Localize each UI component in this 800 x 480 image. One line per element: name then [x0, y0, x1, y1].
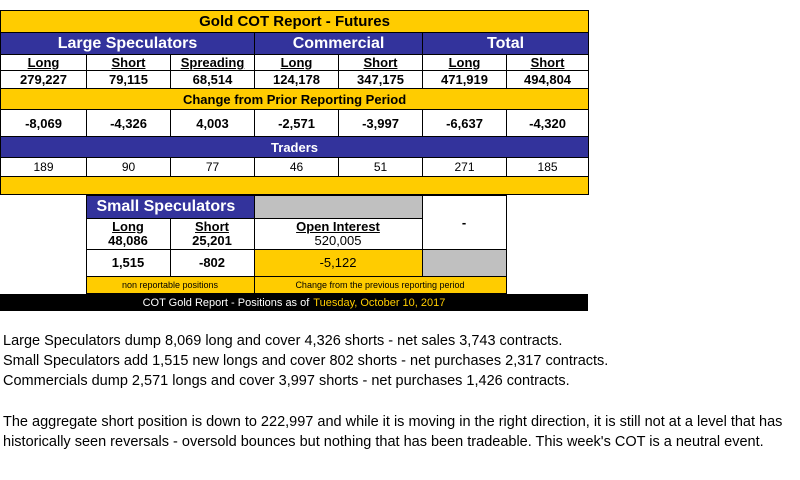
small-speculators-title: Small Speculators [85, 195, 255, 219]
group-total: Total [421, 32, 590, 55]
change-value: 4,003 [170, 109, 255, 137]
small-short-change: -802 [169, 249, 255, 277]
traders-value: 189 [0, 157, 87, 177]
group-commercial: Commercial [254, 32, 423, 55]
yellow-spacer-bar [0, 176, 590, 195]
commentary-line: Small Speculators add 1,515 new longs an… [3, 353, 609, 369]
small-short-value: 25,201 [192, 233, 232, 248]
empty-cell [0, 277, 86, 294]
position-value: 68,514 [170, 70, 255, 89]
position-value: 347,175 [338, 70, 423, 89]
small-short-label: Short [195, 219, 229, 234]
traders-value: 46 [254, 157, 339, 177]
commentary-line: Commercials dump 2,571 longs and cover 3… [3, 373, 570, 389]
position-value: 124,178 [254, 70, 339, 89]
change-value: -2,571 [254, 109, 339, 137]
commentary: Large Speculators dump 8,069 long and co… [3, 331, 798, 452]
change-value: -4,326 [86, 109, 171, 137]
gray-block [253, 195, 423, 219]
empty-cell [506, 250, 588, 277]
change-section-title: Change from Prior Reporting Period [0, 88, 590, 110]
report-title: Gold COT Report - Futures [0, 10, 590, 33]
group-large-speculators: Large Speculators [0, 32, 255, 55]
empty-cell [506, 219, 588, 250]
open-interest-label: Open Interest [296, 219, 380, 234]
column-label: Spreading [170, 54, 255, 71]
cot-main-table: Gold COT Report - Futures Large Speculat… [0, 10, 590, 195]
traders-value: 271 [422, 157, 507, 177]
empty-cell [506, 196, 588, 219]
footer-label: COT Gold Report - Positions as of [142, 296, 310, 309]
traders-section-title: Traders [0, 136, 590, 158]
traders-value: 185 [505, 157, 590, 177]
empty-cell [0, 250, 86, 277]
traders-value: 90 [86, 157, 171, 177]
footer-date: Tuesday, October 10, 2017 [313, 296, 446, 309]
non-reportable-note: non reportable positions [85, 276, 255, 294]
open-interest-value: 520,005 [314, 233, 362, 248]
column-label: Short [338, 54, 423, 71]
change-value: -4,320 [505, 109, 590, 137]
total-dash: - [461, 214, 467, 230]
position-value: 494,804 [505, 70, 590, 89]
empty-cell [0, 219, 86, 250]
column-label: Short [86, 54, 171, 71]
traders-value: 51 [338, 157, 423, 177]
commentary-paragraph: The aggregate short position is down to … [3, 414, 783, 450]
change-note: Change from the previous reporting perio… [253, 276, 507, 294]
commentary-line: Large Speculators dump 8,069 long and co… [3, 333, 563, 349]
small-long-cell: Long 48,086 [85, 218, 171, 250]
position-value: 279,227 [0, 70, 87, 89]
small-long-value: 48,086 [108, 233, 148, 248]
column-label: Short [505, 54, 590, 71]
small-short-cell: Short 25,201 [169, 218, 255, 250]
empty-cell [506, 277, 588, 294]
small-speculators-table: Small Speculators - Long 48,086 Short 25… [0, 195, 588, 311]
small-long-label: Long [112, 219, 144, 234]
report-footer: COT Gold Report - Positions as of Tuesday… [0, 293, 588, 311]
position-value: 79,115 [86, 70, 171, 89]
open-interest-change: -5,122 [253, 249, 423, 277]
column-label: Long [422, 54, 507, 71]
empty-cell [0, 196, 86, 219]
traders-value: 77 [170, 157, 255, 177]
change-value: -3,997 [338, 109, 423, 137]
cot-report: Gold COT Report - Futures Large Speculat… [0, 10, 590, 311]
position-value: 471,919 [422, 70, 507, 89]
column-label: Long [254, 54, 339, 71]
change-value: -8,069 [0, 109, 87, 137]
column-label: Long [0, 54, 87, 71]
gray-block [421, 249, 507, 277]
small-long-change: 1,515 [85, 249, 171, 277]
change-value: -6,637 [422, 109, 507, 137]
paragraph-gap [3, 391, 798, 412]
open-interest-cell: Open Interest 520,005 [253, 218, 423, 250]
